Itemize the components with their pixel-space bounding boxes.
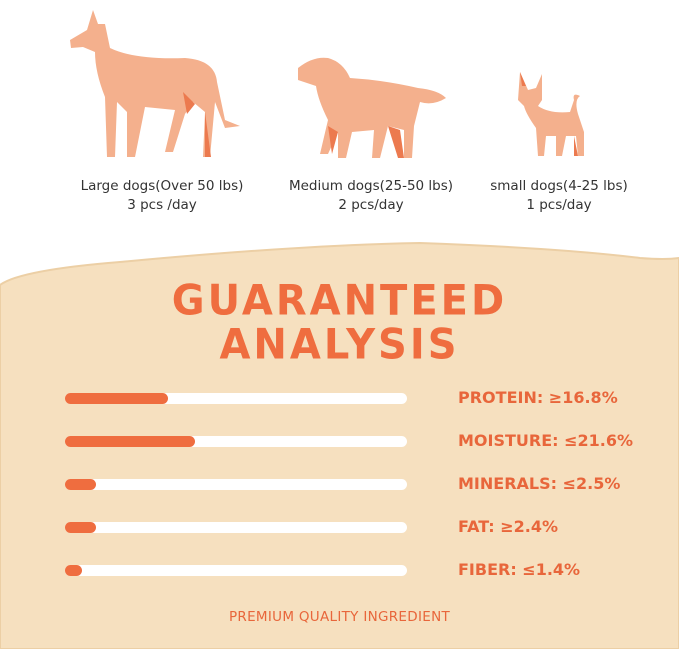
footer-text: PREMIUM QUALITY INGREDIENT <box>228 609 451 625</box>
progress-bar-fill <box>65 522 96 533</box>
progress-bar-fill <box>65 436 195 447</box>
nutrient-label: FIBER: ≤1.4% <box>458 560 581 579</box>
large-dog-size: Large dogs(Over 50 lbs) <box>80 178 244 194</box>
medium-dog-dose: 2 pcs/day <box>338 197 404 213</box>
progress-bar-fill <box>65 479 96 490</box>
progress-bar-track <box>65 565 407 576</box>
nutrient-label: MINERALS: ≤2.5% <box>458 474 621 493</box>
small-dog-caption: small dogs(4-25 lbs) 1 pcs/day <box>459 177 659 215</box>
medium-dog-size: Medium dogs(25-50 lbs) <box>288 178 454 194</box>
progress-bar-fill <box>65 565 83 576</box>
progress-bar-track <box>65 522 407 533</box>
small-dog-size: small dogs(4-25 lbs) <box>490 178 628 194</box>
nutrient-label: FAT: ≥2.4% <box>458 517 559 536</box>
title-line-2: ANALYSIS <box>219 320 460 370</box>
progress-bar-track <box>65 479 407 490</box>
title-line-1: GUARANTEED <box>171 276 508 326</box>
nutrient-label: MOISTURE: ≤21.6% <box>458 431 634 450</box>
progress-bar-track <box>65 436 407 447</box>
medium-dog-caption: Medium dogs(25-50 lbs) 2 pcs/day <box>271 177 471 215</box>
large-dog-caption: Large dogs(Over 50 lbs) 3 pcs /day <box>62 177 262 215</box>
large-dog-dose: 3 pcs /day <box>127 197 197 213</box>
progress-bar-fill <box>65 393 168 404</box>
progress-bar-track <box>65 393 407 404</box>
nutrient-label: PROTEIN: ≥16.8% <box>458 388 618 407</box>
medium-dog-icon <box>298 57 446 158</box>
large-dog-icon <box>70 10 240 157</box>
small-dog-icon <box>518 72 584 156</box>
small-dog-dose: 1 pcs/day <box>526 197 592 213</box>
